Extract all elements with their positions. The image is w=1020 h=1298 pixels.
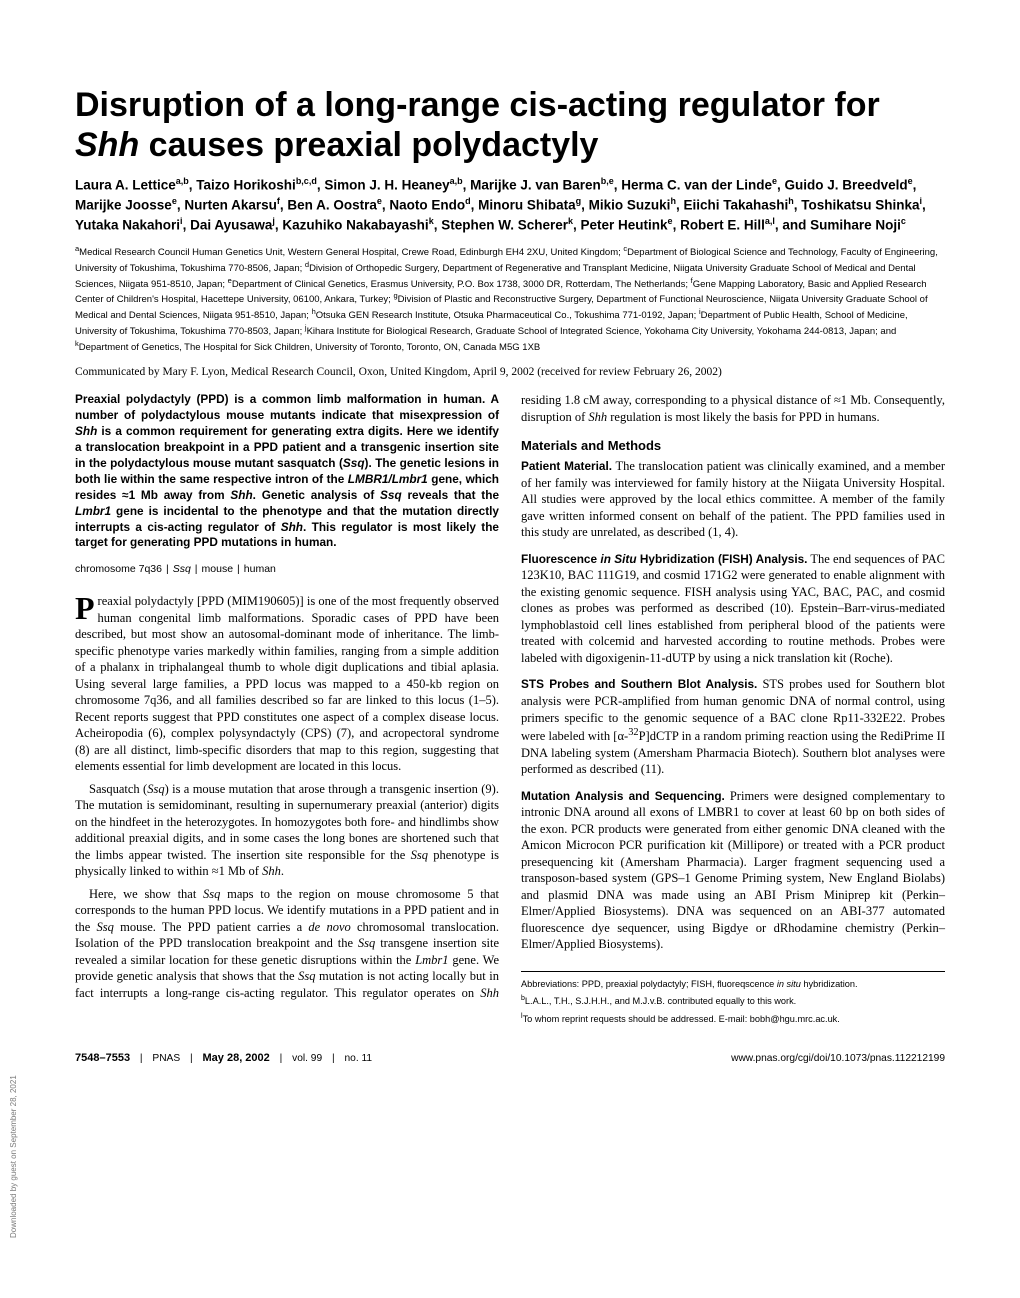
subhead: Patient Material.: [521, 459, 612, 473]
article-title: Disruption of a long-range cis-acting re…: [75, 85, 945, 165]
footer-pages: 7548–7553: [75, 1052, 130, 1064]
footer-date: May 28, 2002: [203, 1052, 270, 1064]
subhead-body: STS probes used for Southern blot analys…: [521, 677, 945, 776]
methods-sts: STS Probes and Southern Blot Analysis. S…: [521, 676, 945, 777]
keywords-line: chromosome 7q36|Ssq|mouse|human: [75, 563, 499, 577]
methods-patient-material: Patient Material. The translocation pati…: [521, 458, 945, 541]
methods-mutation: Mutation Analysis and Sequencing. Primer…: [521, 788, 945, 953]
footer-right: www.pnas.org/cgi/doi/10.1073/pnas.112212…: [731, 1053, 945, 1064]
subhead: Fluorescence in Situ Hybridization (FISH…: [521, 552, 807, 566]
footer-sep: |: [332, 1053, 335, 1064]
keyword: human: [244, 563, 276, 575]
subhead: STS Probes and Southern Blot Analysis.: [521, 677, 757, 691]
footer-sep: |: [190, 1053, 193, 1064]
keyword-sep: |: [237, 563, 240, 575]
intro-para-2: Sasquatch (Ssq) is a mouse mutation that…: [75, 781, 499, 880]
methods-fish: Fluorescence in Situ Hybridization (FISH…: [521, 551, 945, 667]
footnote-contrib: bL.A.L., T.H., S.J.H.H., and M.J.v.B. co…: [521, 994, 945, 1008]
author-list: Laura A. Letticea,b, Taizo Horikoshib,c,…: [75, 175, 945, 234]
subhead-body: Primers were designed complementary to i…: [521, 789, 945, 952]
footer-sep: |: [280, 1053, 283, 1064]
communicated-by: Communicated by Mary F. Lyon, Medical Re…: [75, 366, 945, 378]
footer-left: 7548–7553 | PNAS | May 28, 2002 | vol. 9…: [75, 1052, 372, 1064]
subhead: Mutation Analysis and Sequencing.: [521, 789, 725, 803]
keyword: mouse: [202, 563, 234, 575]
intro-para-1: Preaxial polydactyly [PPD (MIM190605)] i…: [75, 593, 499, 775]
footer-sep: |: [140, 1053, 143, 1064]
title-text-pre: Disruption of a long-range cis-acting re…: [75, 86, 880, 124]
title-text-italic: Shh: [75, 126, 139, 164]
keyword-sep: |: [166, 563, 169, 575]
section-heading-methods: Materials and Methods: [521, 437, 945, 454]
title-text-post: causes preaxial polydactyly: [139, 126, 598, 164]
abstract: Preaxial polydactyly (PPD) is a common l…: [75, 392, 499, 551]
footer-no: no. 11: [344, 1053, 372, 1064]
footer-journal: PNAS: [152, 1053, 180, 1064]
footer-vol: vol. 99: [292, 1053, 322, 1064]
dropcap: P: [75, 593, 98, 622]
footnote-abbrev: Abbreviations: PPD, preaxial polydactyly…: [521, 978, 945, 991]
keyword: Ssq: [173, 563, 191, 575]
keyword: chromosome 7q36: [75, 563, 162, 575]
affiliations: aMedical Research Council Human Genetics…: [75, 244, 945, 354]
footnotes: Abbreviations: PPD, preaxial polydactyly…: [521, 971, 945, 1026]
subhead-body: The end sequences of PAC 123K10, BAC 111…: [521, 552, 945, 665]
page-footer: 7548–7553 | PNAS | May 28, 2002 | vol. 9…: [75, 1052, 945, 1064]
body-columns: Preaxial polydactyly (PPD) is a common l…: [75, 392, 945, 1026]
keyword-sep: |: [195, 563, 198, 575]
download-note: Downloaded by guest on September 28, 202…: [9, 1075, 18, 1238]
footnote-correspondence: lTo whom reprint requests should be addr…: [521, 1012, 945, 1026]
intro-para-1-text: reaxial polydactyly [PPD (MIM190605)] is…: [75, 594, 499, 773]
